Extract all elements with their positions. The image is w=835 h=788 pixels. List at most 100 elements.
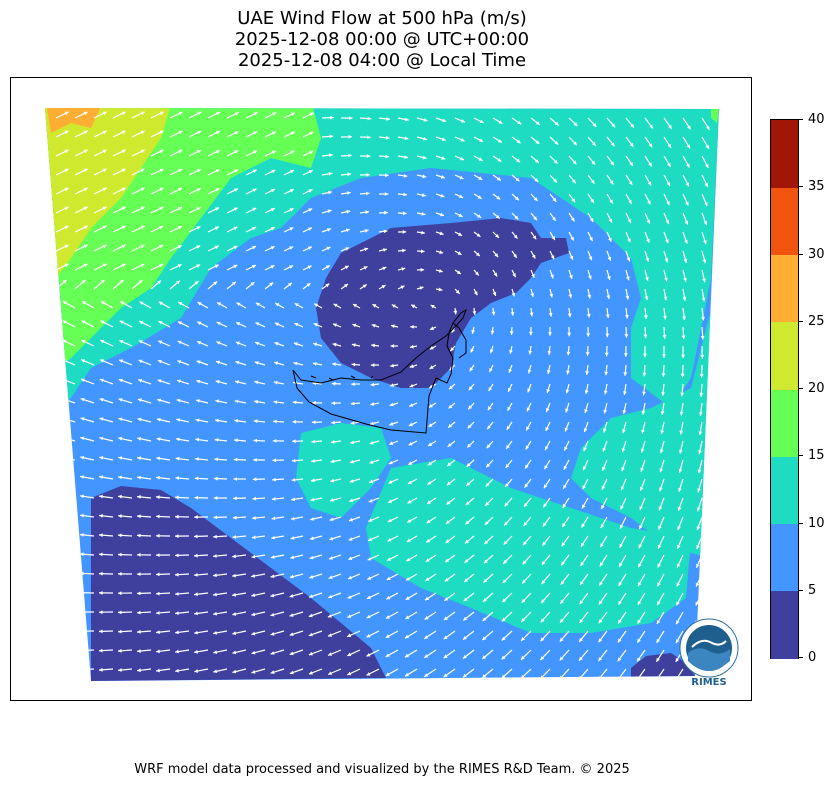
wind-arrow-head bbox=[682, 316, 686, 320]
wind-arrow-head bbox=[214, 245, 219, 249]
wind-arrow-head bbox=[602, 466, 606, 471]
wind-arrow-head bbox=[157, 280, 162, 285]
wind-arrow-head bbox=[408, 441, 413, 446]
wind-arrow-head bbox=[100, 359, 104, 363]
wind-arrow-head bbox=[233, 226, 238, 231]
wind-arrow-head bbox=[598, 657, 603, 661]
wind-arrow-head bbox=[684, 239, 688, 244]
wind-arrow-head bbox=[271, 150, 276, 155]
wind-arrow-head bbox=[99, 398, 104, 402]
wind-arrow-head bbox=[385, 634, 390, 638]
wind-arrow-head bbox=[233, 477, 237, 481]
wind-arrow-head bbox=[291, 112, 295, 116]
wind-arrow-head bbox=[408, 422, 413, 427]
wind-arrow-head bbox=[679, 449, 683, 454]
wind-arrow-head bbox=[411, 304, 416, 309]
wind-arrow-head bbox=[495, 234, 499, 238]
wind-arrow-head bbox=[159, 264, 163, 268]
wind-arrow-head bbox=[439, 231, 444, 236]
wind-speed-fill bbox=[45, 108, 719, 681]
wind-arrow-head bbox=[579, 600, 584, 605]
wind-arrow-head bbox=[427, 481, 432, 485]
wind-arrow-head bbox=[456, 270, 461, 274]
wind-arrow-head bbox=[367, 595, 371, 599]
wind-arrow-head bbox=[99, 629, 103, 634]
wind-arrow-head bbox=[99, 591, 103, 595]
wind-arrow-head bbox=[215, 380, 220, 384]
title-line-1: UAE Wind Flow at 500 hPa (m/s) bbox=[237, 8, 527, 29]
wind-arrow-head bbox=[272, 439, 277, 443]
wind-arrow-head bbox=[682, 297, 687, 301]
wind-arrow-head bbox=[482, 636, 487, 641]
wind-arrow-head bbox=[80, 552, 84, 557]
wind-arrow-head bbox=[61, 571, 65, 576]
wind-arrow-head bbox=[214, 264, 219, 269]
wind-arrow-head bbox=[45, 436, 47, 440]
wind-arrow-head bbox=[215, 399, 220, 404]
wind-arrow-head bbox=[531, 254, 536, 259]
wind-arrow-head bbox=[385, 653, 390, 657]
wind-arrow-head bbox=[234, 112, 239, 116]
wind-arrow-head bbox=[99, 571, 103, 576]
wind-arrow-head bbox=[401, 267, 406, 271]
wind-arrow-head bbox=[45, 417, 47, 421]
wind-arrow-head bbox=[270, 246, 275, 250]
wind-arrow-head bbox=[552, 216, 556, 221]
wind-arrow-head bbox=[526, 426, 530, 431]
wind-arrow-head bbox=[314, 303, 319, 307]
wind-arrow-head bbox=[610, 142, 615, 147]
wind-arrow-head bbox=[681, 354, 685, 359]
wind-arrow-head bbox=[559, 656, 564, 661]
wind-arrow-head bbox=[512, 273, 516, 278]
wind-arrow-head bbox=[482, 617, 487, 621]
wind-arrow-head bbox=[695, 582, 700, 587]
wind-arrow-head bbox=[403, 173, 408, 178]
wind-arrow-head bbox=[311, 420, 316, 425]
wind-arrow-head bbox=[328, 652, 332, 656]
wind-arrow-head bbox=[628, 200, 632, 204]
wind-arrow-head bbox=[250, 282, 255, 286]
wind-arrow-head bbox=[425, 558, 430, 562]
wind-arrow-head bbox=[216, 321, 221, 326]
wind-arrow-head bbox=[80, 494, 84, 499]
wind-arrow-head bbox=[683, 278, 687, 282]
wind-arrow-head bbox=[530, 293, 535, 297]
wind-arrow-head bbox=[270, 670, 275, 674]
wind-arrow-head bbox=[701, 297, 706, 302]
wind-arrow-head bbox=[362, 284, 367, 288]
wind-arrow-head bbox=[83, 244, 88, 249]
wind-arrow-head bbox=[492, 292, 497, 296]
wind-arrow-head bbox=[645, 257, 650, 262]
wind-arrow-head bbox=[271, 497, 276, 501]
wind-arrow-head bbox=[99, 378, 104, 383]
wind-arrow-head bbox=[329, 517, 334, 522]
wind-arrow-head bbox=[533, 216, 537, 221]
wind-arrow-head bbox=[329, 134, 334, 139]
wind-arrow-head bbox=[348, 556, 353, 561]
wind-arrow-head bbox=[660, 411, 665, 415]
wind-arrow-head bbox=[346, 191, 351, 195]
wind-arrow-head bbox=[443, 654, 448, 659]
wind-arrow-head bbox=[254, 361, 259, 365]
wind-arrow-head bbox=[308, 671, 313, 675]
wind-arrow-head bbox=[215, 169, 220, 173]
wind-arrow-head bbox=[642, 372, 647, 377]
wind-arrow-head bbox=[604, 371, 609, 376]
wind-arrow-head bbox=[45, 378, 47, 382]
wind-arrow-head bbox=[645, 277, 649, 281]
wind-arrow-head bbox=[328, 633, 332, 637]
wind-arrow-head bbox=[177, 360, 182, 364]
wind-arrow-head bbox=[504, 502, 509, 507]
wind-arrow-head bbox=[521, 655, 525, 660]
wind-arrow-head bbox=[667, 163, 671, 167]
wind-arrow-head bbox=[641, 410, 646, 415]
wind-arrow-head bbox=[158, 301, 163, 306]
wind-arrow-head bbox=[621, 448, 626, 453]
wind-arrow-head bbox=[157, 379, 162, 383]
wind-arrow-head bbox=[121, 206, 126, 211]
wind-arrow bbox=[45, 456, 57, 461]
wind-arrow-head bbox=[331, 420, 335, 425]
wind-arrow-head bbox=[617, 676, 622, 681]
wind-arrow-head bbox=[99, 436, 104, 441]
wind-arrow-head bbox=[611, 123, 616, 128]
